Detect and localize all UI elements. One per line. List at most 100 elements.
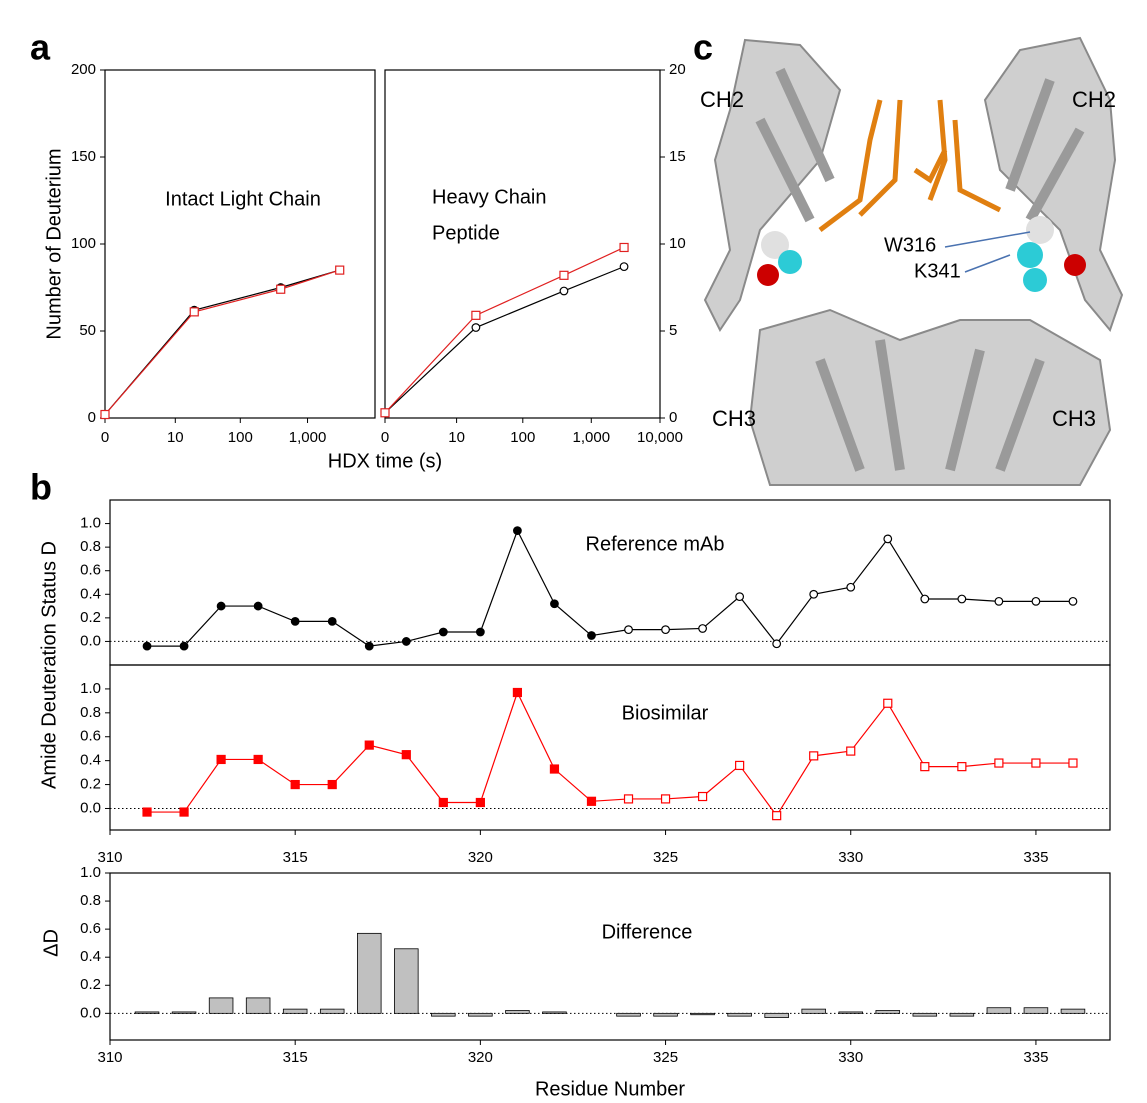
panel-label: b <box>30 467 52 508</box>
x-tick-label: 0 <box>381 429 389 446</box>
y-axis-label: Amide Deuteration Status D <box>38 541 60 789</box>
marker <box>661 625 670 635</box>
x-tick-label: 330 <box>838 1049 863 1066</box>
marker <box>253 601 263 611</box>
marker <box>1031 596 1041 606</box>
marker <box>335 265 345 275</box>
bar <box>912 1012 938 1017</box>
marker <box>587 631 596 640</box>
leader-line <box>964 254 1011 273</box>
marker <box>179 807 189 817</box>
marker <box>623 794 634 804</box>
marker <box>380 408 390 418</box>
marker <box>920 594 930 604</box>
marker <box>475 797 485 808</box>
chart-title: Reference mAb <box>586 533 725 555</box>
marker <box>697 791 708 802</box>
y-tick-label: 0.6 <box>80 920 101 937</box>
marker <box>475 627 485 637</box>
x-tick-label: 315 <box>283 1049 308 1066</box>
bar <box>468 1012 493 1017</box>
x-axis-label: HDX time (s) <box>328 450 442 472</box>
marker <box>559 270 569 280</box>
marker <box>994 758 1004 768</box>
marker <box>809 751 819 761</box>
y-tick-label: 1.0 <box>80 680 101 697</box>
domain-label: CH2 <box>1072 87 1116 112</box>
y-tick-label: 0.6 <box>80 728 101 745</box>
bar <box>727 1012 752 1017</box>
sphere <box>757 264 779 286</box>
bar <box>875 1010 901 1014</box>
series-line <box>384 246 625 414</box>
y-tick-label: 0.0 <box>80 1004 101 1021</box>
y-tick-label: 0.6 <box>80 562 101 579</box>
marker <box>471 310 481 320</box>
bar <box>431 1012 456 1017</box>
leader-line <box>944 231 1031 248</box>
marker <box>957 762 967 772</box>
annotation: Peptide <box>432 222 500 244</box>
bar <box>653 1012 678 1017</box>
y-axis-label: Number of Deuterium <box>43 148 65 339</box>
marker <box>883 534 893 544</box>
axes-frame <box>384 69 661 419</box>
x-tick-label: 335 <box>1023 1049 1048 1066</box>
marker <box>216 601 226 611</box>
marker <box>253 754 263 765</box>
y-tick-label: 0.4 <box>80 752 101 769</box>
x-axis-label: Residue Number <box>535 1078 685 1100</box>
x-tick-label: 1,000 <box>573 429 611 446</box>
bar <box>616 1012 641 1017</box>
x-tick-label: 10 <box>167 429 184 446</box>
marker <box>846 582 856 592</box>
sphere <box>778 250 802 274</box>
marker <box>290 616 300 626</box>
sphere <box>1017 242 1043 268</box>
bar <box>208 997 234 1014</box>
marker <box>327 779 337 790</box>
marker <box>100 409 110 420</box>
bar <box>949 1012 975 1017</box>
bar <box>986 1007 1012 1014</box>
marker <box>846 746 856 756</box>
marker <box>549 764 560 774</box>
axes-frame <box>109 499 1111 666</box>
sphere <box>1026 216 1054 244</box>
y-tick-label: 10 <box>669 235 686 252</box>
series-line <box>384 266 625 414</box>
sphere <box>761 231 789 259</box>
sphere <box>1023 268 1047 292</box>
x-tick-label: 315 <box>283 849 308 866</box>
marker <box>550 599 559 609</box>
y-tick-label: 0.2 <box>80 776 101 793</box>
y-tick-label: 0 <box>88 409 96 426</box>
marker <box>438 627 448 637</box>
bar <box>394 948 419 1014</box>
y-tick-label: 5 <box>669 322 677 339</box>
y-tick-label: 0.4 <box>80 585 101 602</box>
marker <box>276 284 286 294</box>
y-tick-label: 50 <box>79 322 96 339</box>
marker <box>179 641 189 651</box>
marker <box>619 262 629 272</box>
y-tick-label: 200 <box>71 61 96 78</box>
marker <box>586 796 597 806</box>
marker <box>1068 758 1078 768</box>
marker <box>401 750 411 760</box>
x-tick-label: 100 <box>510 429 535 446</box>
x-tick-label: 0 <box>101 429 109 446</box>
y-tick-label: 150 <box>71 148 96 165</box>
x-tick-label: 10,000 <box>637 429 683 446</box>
x-tick-label: 310 <box>97 849 122 866</box>
x-tick-label: 1,000 <box>289 429 327 446</box>
series-line <box>147 690 1073 817</box>
bar <box>505 1010 530 1014</box>
marker <box>142 641 152 651</box>
x-tick-label: 335 <box>1023 849 1048 866</box>
domain-label: CH3 <box>712 406 756 431</box>
y-tick-label: 1.0 <box>80 515 101 532</box>
ribbon <box>748 308 1112 486</box>
marker <box>189 307 199 317</box>
y-tick-label: 0.4 <box>80 948 101 965</box>
